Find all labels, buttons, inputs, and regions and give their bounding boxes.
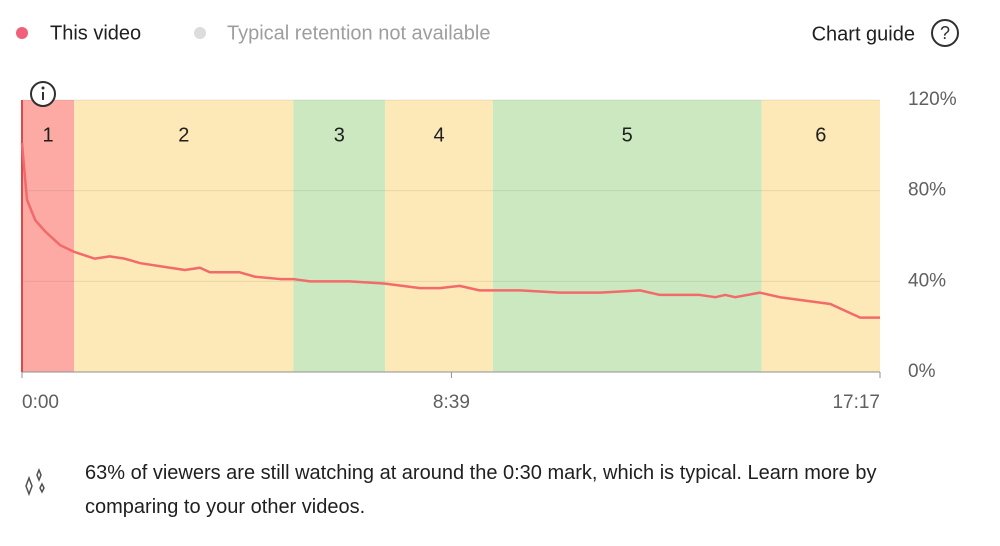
x-tick-label: 0:00 <box>22 392 59 413</box>
help-icon: ? <box>940 23 950 43</box>
segment <box>492 100 762 372</box>
segments <box>22 100 880 372</box>
retention-line <box>20 142 880 319</box>
y-tick-label: 40% <box>908 270 946 291</box>
y-tick-label: 120% <box>908 89 957 110</box>
segment <box>293 100 386 372</box>
segment-label: 5 <box>622 124 633 146</box>
x-tick-label: 8:39 <box>433 392 470 413</box>
legend-label: Typical retention not available <box>227 22 491 44</box>
segment <box>74 100 294 372</box>
chart-guide[interactable]: Chart guide <box>812 23 915 45</box>
info-icon <box>41 86 45 90</box>
y-tick-label: 80% <box>908 180 946 201</box>
segment <box>385 100 493 372</box>
y-tick-label: 0% <box>908 361 936 382</box>
insight: 63% of viewers are still watching at aro… <box>85 462 877 518</box>
segment <box>761 100 880 372</box>
segment-label: 2 <box>178 124 189 146</box>
help-icon[interactable] <box>931 19 959 47</box>
segment-label: 4 <box>433 124 444 146</box>
legend-dot <box>16 27 28 39</box>
segment-label: 1 <box>43 124 54 146</box>
legend-dot <box>194 27 206 39</box>
legend-label: This video <box>50 22 141 44</box>
segment-label: 3 <box>334 124 345 146</box>
x-tick-label: 17:17 <box>832 392 880 413</box>
segment <box>22 100 75 372</box>
segment-label: 6 <box>815 124 826 146</box>
sparkle-icon <box>25 467 45 497</box>
